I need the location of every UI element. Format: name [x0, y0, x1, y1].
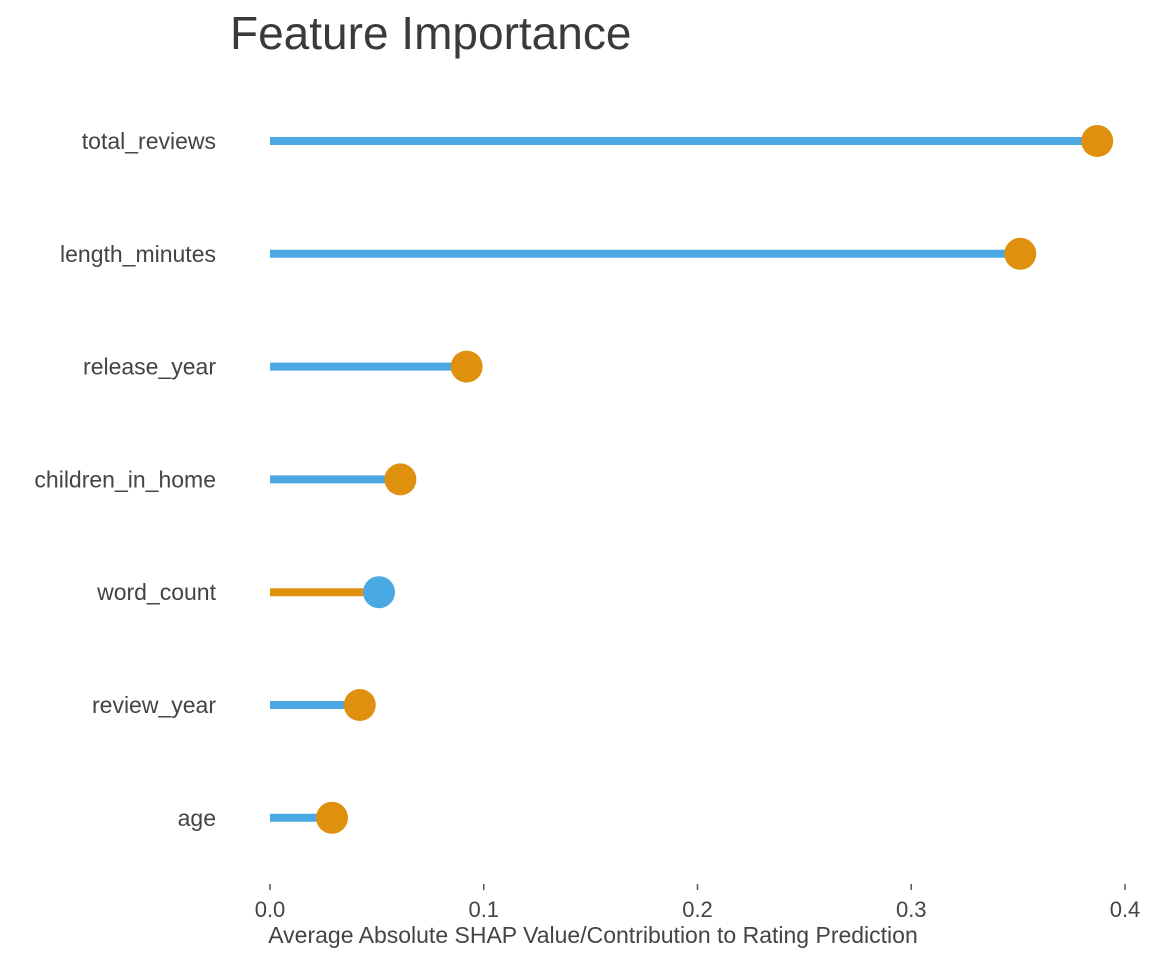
category-label-total_reviews: total_reviews: [82, 128, 216, 154]
category-label-age: age: [178, 805, 216, 831]
x-axis-ticks: 0.0 0.1 0.2 0.3 0.4: [255, 884, 1141, 922]
dot-release_year: [450, 350, 483, 383]
x-tick-label: 0.1: [468, 897, 499, 922]
category-label-word_count: word_count: [96, 579, 217, 605]
dot-total_reviews: [1081, 125, 1114, 157]
dot-word_count: [363, 576, 396, 609]
dot-length_minutes: [1004, 237, 1037, 270]
x-axis-title: Average Absolute SHAP Value/Contribution…: [268, 922, 918, 948]
dot-children_in_home: [384, 463, 417, 496]
dots-layer: [315, 125, 1114, 834]
x-tick-label: 0.2: [682, 897, 713, 922]
x-tick-label: 0.4: [1110, 897, 1141, 922]
x-tick-label: 0.0: [255, 897, 286, 922]
dot-review_year: [343, 689, 376, 721]
dot-age: [315, 801, 348, 834]
category-label-review_year: review_year: [92, 692, 216, 718]
x-tick-label: 0.3: [896, 897, 927, 922]
category-labels: total_reviews length_minutes release_yearc…: [34, 128, 216, 831]
category-label-release_year: release_year: [83, 354, 216, 380]
category-label-length_minutes: length_minutes: [60, 241, 216, 267]
category-label-children_in_home: children_in_home: [34, 466, 216, 492]
chart-title: Feature Importance: [230, 7, 632, 59]
stems-layer: [270, 137, 1098, 822]
